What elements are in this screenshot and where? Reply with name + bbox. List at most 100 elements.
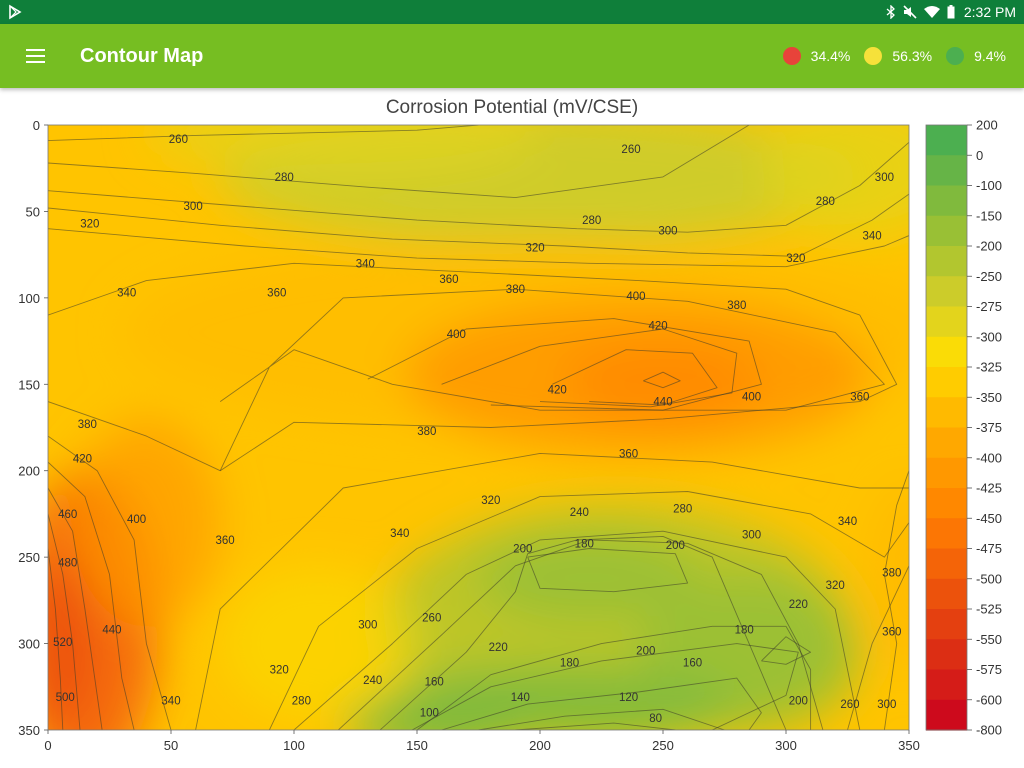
contour-label: 160 bbox=[425, 677, 444, 689]
colorbar-tick-label: -300 bbox=[976, 329, 1002, 344]
heat-blob bbox=[48, 557, 95, 730]
colorbar-band bbox=[926, 548, 967, 580]
contour-label: 420 bbox=[73, 454, 92, 466]
stat-yellow: 56.3% bbox=[864, 47, 932, 65]
colorbar-band bbox=[926, 699, 967, 731]
colorbar-tick-label: -575 bbox=[976, 662, 1002, 677]
contour-label: 360 bbox=[267, 288, 286, 300]
contour-label: 360 bbox=[216, 535, 235, 547]
contour-label: 320 bbox=[481, 495, 500, 507]
contour-line bbox=[515, 722, 676, 730]
colorbar-band bbox=[926, 578, 967, 610]
contour-label: 320 bbox=[80, 219, 99, 231]
contour-label: 440 bbox=[653, 397, 672, 409]
colorbar-tick-label: -250 bbox=[976, 269, 1002, 284]
contour-label: 120 bbox=[619, 692, 638, 704]
contour-label: 300 bbox=[742, 530, 761, 542]
colorbar-band bbox=[926, 215, 967, 247]
colorbar-tick-label: 0 bbox=[976, 148, 983, 163]
colorbar-tick-label: 200 bbox=[976, 118, 998, 133]
contour-label: 360 bbox=[439, 274, 458, 286]
y-tick-label: 300 bbox=[18, 637, 40, 652]
y-tick-label: 50 bbox=[26, 204, 40, 219]
stat-yellow-label: 56.3% bbox=[892, 48, 933, 64]
contour-label: 260 bbox=[840, 699, 859, 711]
contour-chart[interactable]: Corrosion Potential (mV/CSE) 260 280 300 32… bbox=[0, 90, 1024, 768]
colorbar-band bbox=[926, 639, 967, 671]
contour-line bbox=[48, 193, 909, 257]
app-title: Contour Map bbox=[80, 45, 204, 67]
colorbar-tick-label: -500 bbox=[976, 571, 1002, 586]
x-tick-label: 250 bbox=[652, 738, 674, 753]
y-tick-label: 100 bbox=[18, 291, 40, 306]
heat-blob bbox=[146, 125, 540, 177]
colorbar-tick-label: -550 bbox=[976, 632, 1002, 647]
contour-label: 400 bbox=[742, 391, 761, 403]
y-axis: 0 50 100 150 200 250 300 350 bbox=[18, 118, 48, 738]
contour-label: 480 bbox=[58, 557, 77, 569]
contour-label: 340 bbox=[863, 231, 882, 243]
colorbar-tick-label: -100 bbox=[976, 178, 1002, 193]
colorbar-tick-label: -600 bbox=[976, 692, 1002, 707]
contour-line bbox=[195, 452, 909, 730]
contour-line bbox=[48, 228, 909, 268]
heat-blob bbox=[761, 125, 909, 238]
contour-line bbox=[48, 487, 103, 730]
contour-label: 400 bbox=[447, 329, 466, 341]
colorbar-tick-label: -400 bbox=[976, 450, 1002, 465]
contour-label: 380 bbox=[727, 300, 746, 312]
colorbar-band bbox=[926, 397, 967, 429]
contour-label: 360 bbox=[619, 448, 638, 460]
contour-line bbox=[416, 625, 812, 730]
contour-label: 260 bbox=[169, 134, 188, 146]
contour-line bbox=[48, 461, 135, 730]
contour-label: 80 bbox=[649, 713, 662, 725]
contour-line bbox=[219, 288, 885, 471]
heat-blob bbox=[220, 565, 417, 722]
contour-label: 160 bbox=[683, 658, 702, 670]
contour-label: 200 bbox=[513, 544, 532, 556]
colorbar-band bbox=[926, 155, 967, 187]
contour-label: 420 bbox=[648, 321, 667, 333]
colorbar-tick-label: -325 bbox=[976, 360, 1002, 375]
colorbar-band bbox=[926, 488, 967, 519]
menu-icon[interactable] bbox=[24, 46, 48, 66]
contour-label: 440 bbox=[102, 625, 121, 637]
contour-line bbox=[883, 470, 909, 730]
contour-line bbox=[847, 565, 909, 730]
contour-line bbox=[48, 141, 909, 233]
contour-label: 300 bbox=[877, 699, 896, 711]
heat-blob bbox=[392, 666, 737, 730]
contour-label: 300 bbox=[658, 225, 677, 237]
x-tick-label: 50 bbox=[164, 738, 178, 753]
contour-label: 520 bbox=[53, 637, 72, 649]
colorbar-band bbox=[926, 185, 967, 217]
colorbar-tick-label: -150 bbox=[976, 208, 1002, 223]
contour-line bbox=[48, 435, 172, 730]
contour-line bbox=[478, 708, 725, 730]
contour-line bbox=[527, 548, 689, 593]
x-tick-label: 350 bbox=[898, 738, 920, 753]
contour-label: 100 bbox=[420, 708, 439, 720]
contour-label: 340 bbox=[161, 696, 180, 708]
x-tick-label: 0 bbox=[44, 738, 51, 753]
colorbar-band bbox=[926, 336, 967, 368]
contour-label: 400 bbox=[127, 514, 146, 526]
colorbar-tick-label: -475 bbox=[976, 541, 1002, 556]
contour-line bbox=[48, 513, 81, 730]
contour-line bbox=[367, 318, 762, 411]
play-store-icon bbox=[8, 4, 22, 20]
colorbar-tick-label: -425 bbox=[976, 481, 1002, 496]
contour-label: 180 bbox=[575, 538, 594, 550]
contour-label: 180 bbox=[735, 625, 754, 637]
contour-label: 360 bbox=[850, 391, 869, 403]
heat-blob bbox=[564, 342, 762, 419]
colorbar-tick-label: -275 bbox=[976, 299, 1002, 314]
x-tick-label: 150 bbox=[406, 738, 428, 753]
colorbar-band bbox=[926, 518, 967, 550]
contour-label: 280 bbox=[275, 172, 294, 184]
bluetooth-icon bbox=[886, 5, 896, 19]
stat-green: 9.4% bbox=[946, 47, 1006, 65]
plot-border bbox=[47, 124, 910, 731]
stat-green-label: 9.4% bbox=[974, 48, 1006, 64]
